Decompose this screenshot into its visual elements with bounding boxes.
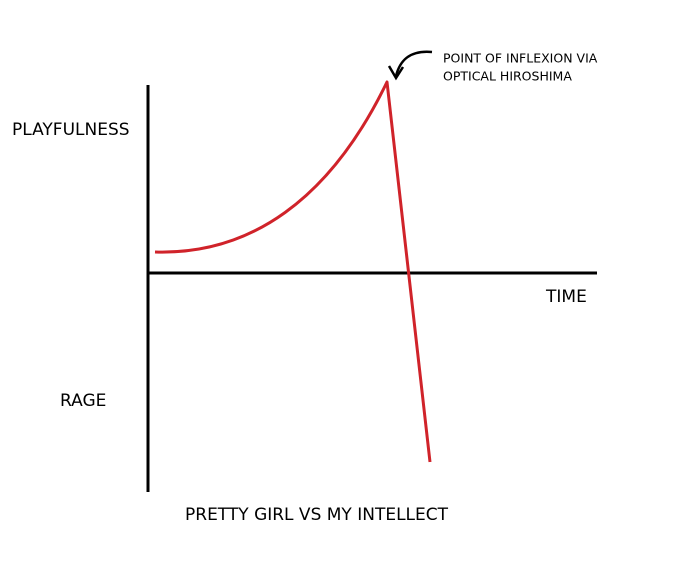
annotation-arrow bbox=[394, 50, 433, 77]
y-label-bottom: RAGE bbox=[60, 391, 106, 411]
curve bbox=[154, 80, 432, 463]
annotation-line: OPTICAL HIROSHIMA bbox=[443, 69, 572, 84]
arrow-head bbox=[387, 65, 405, 81]
y-label-top: PLAYFULNESS bbox=[12, 120, 130, 140]
annotation-line: POINT OF INFLEXION VIA bbox=[443, 51, 598, 66]
chart-title: PRETTY GIRL VS MY INTELLECT bbox=[185, 505, 449, 525]
x-label: TIME bbox=[545, 287, 587, 307]
